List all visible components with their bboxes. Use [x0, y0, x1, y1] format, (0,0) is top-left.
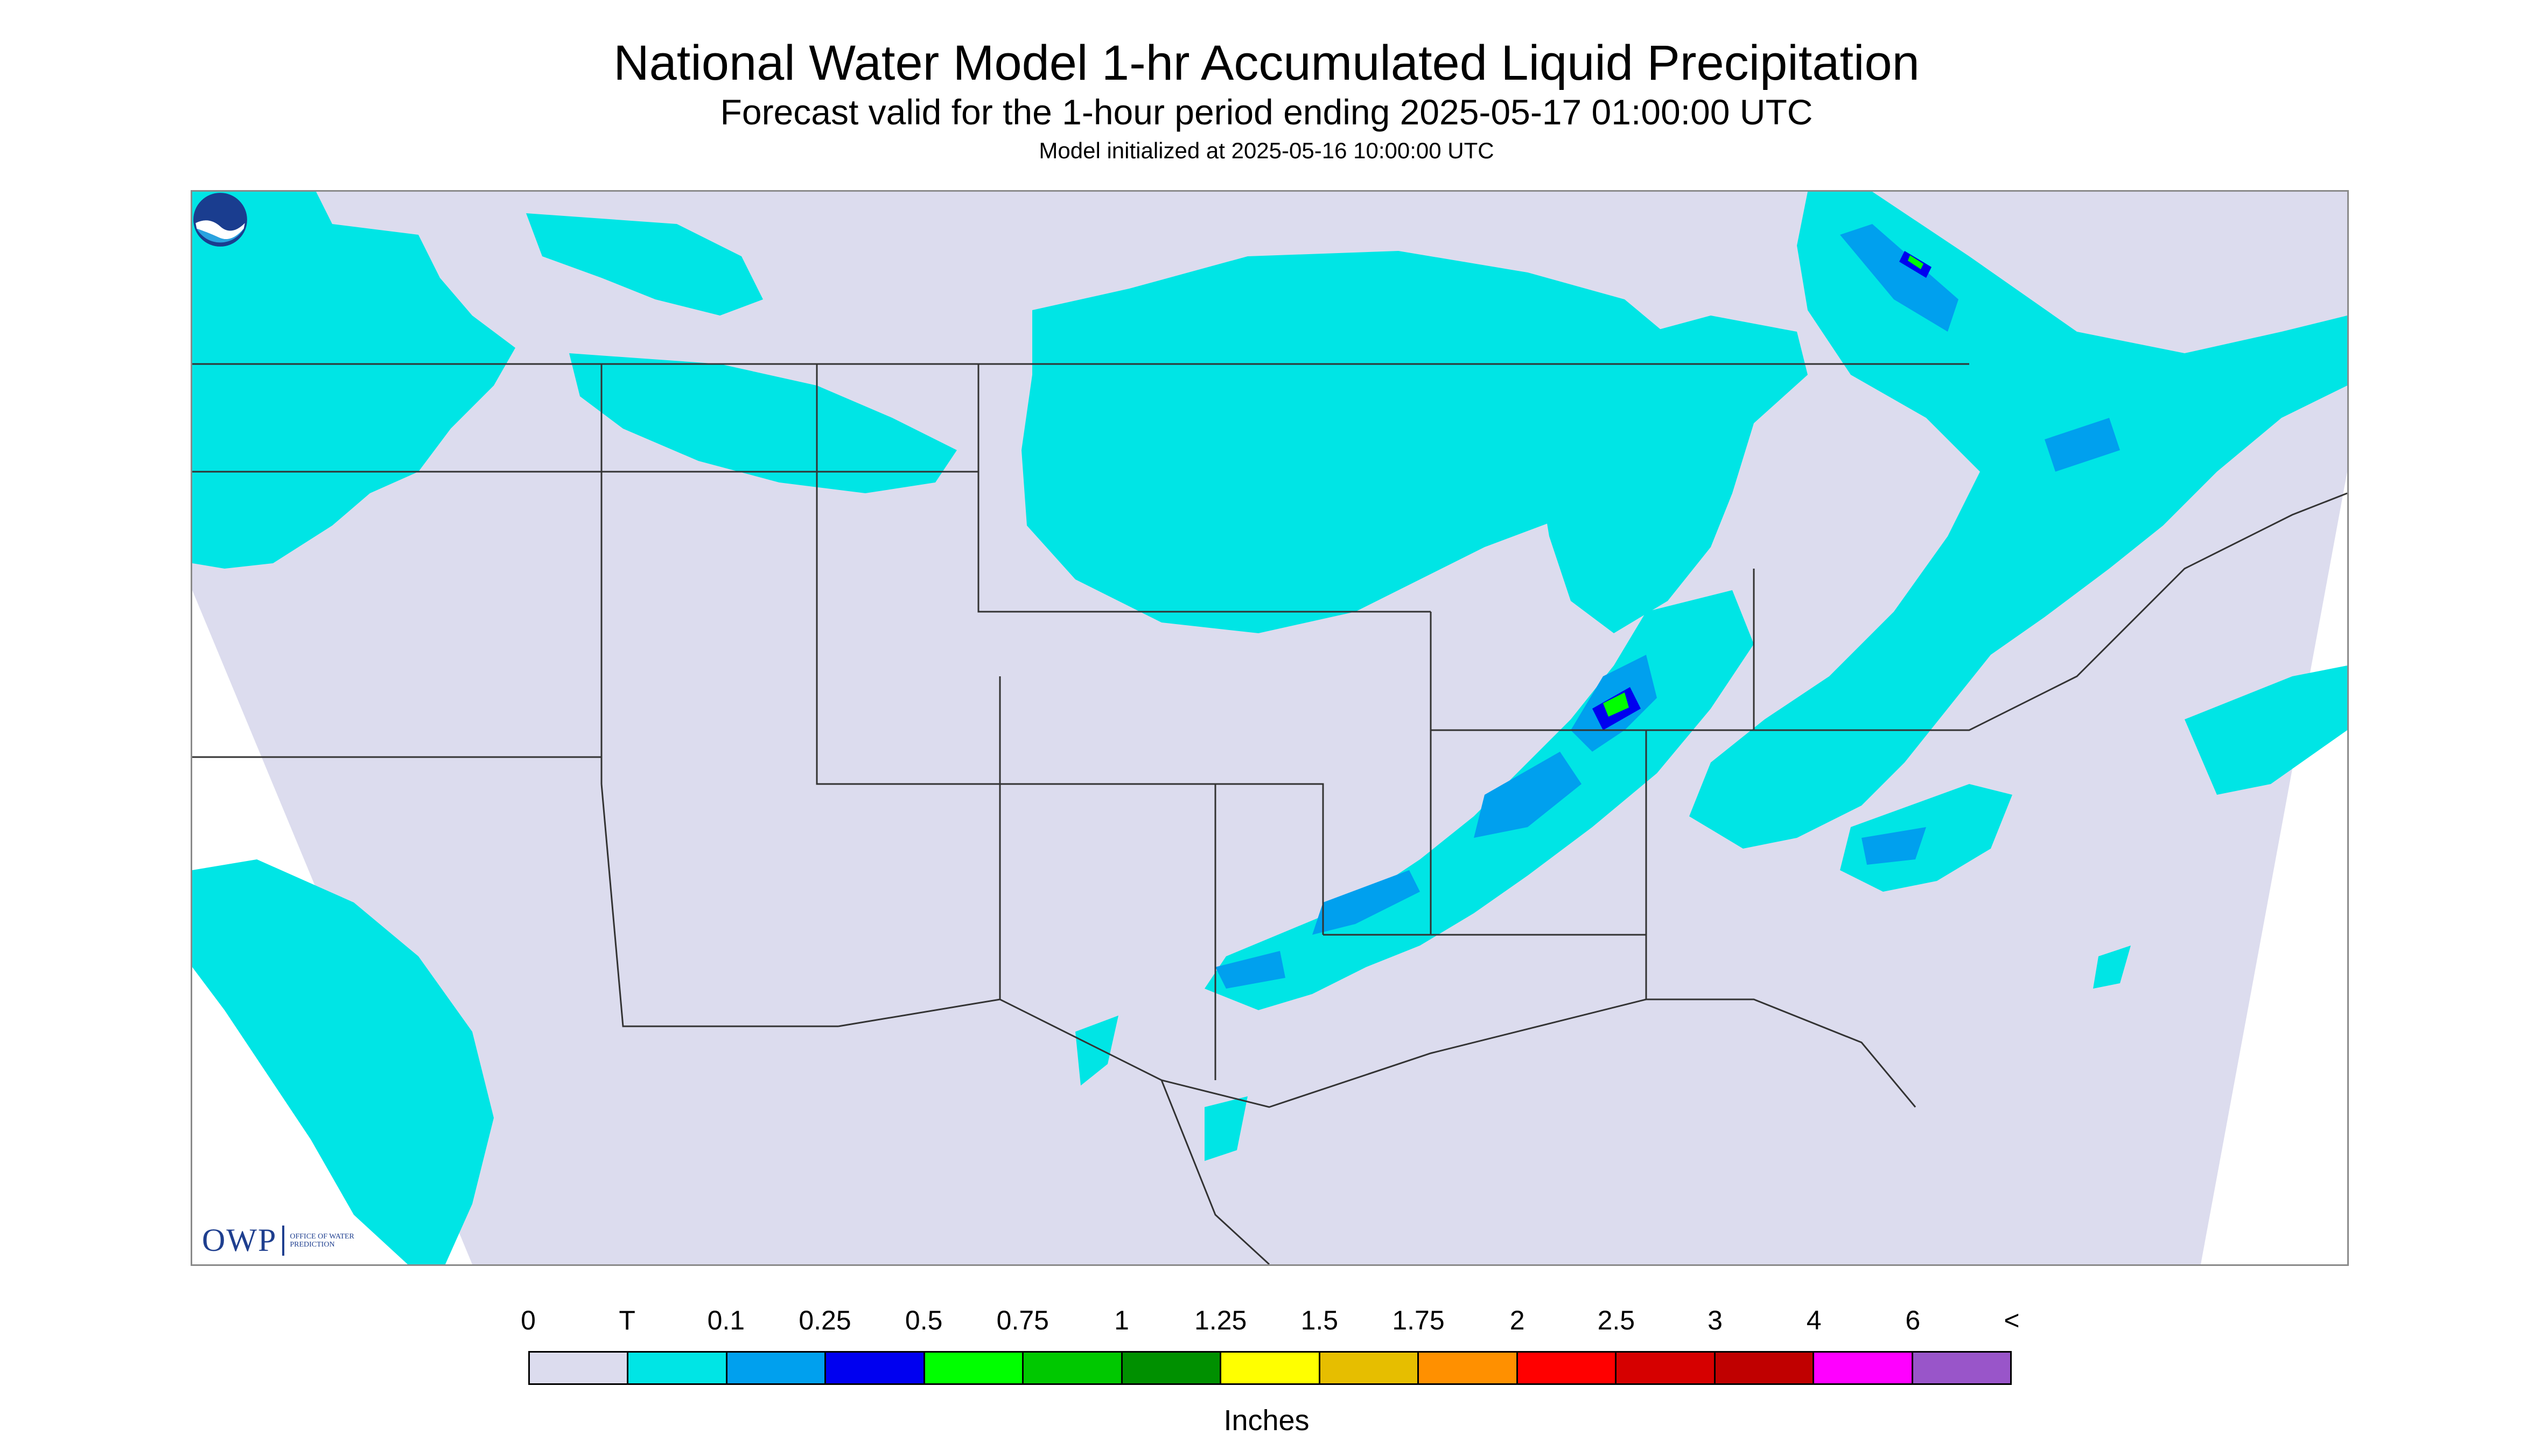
- owp-logo: OWP OFFICE OF WATER PREDICTION: [202, 1222, 354, 1259]
- legend-tick-label: 0.5: [905, 1305, 943, 1335]
- legend-tick-label: T: [619, 1305, 635, 1335]
- precip-map: [192, 192, 2347, 1264]
- moderate-precip-areas: [1592, 251, 1932, 730]
- precip-legend: 0 T 0.1 0.25 0.5 0.75 1 1.25 1.5 1.75 2 2.5 3 4 6 <: [521, 1304, 2020, 1385]
- legend-color-box: [1913, 1353, 2011, 1383]
- legend-tick-label: 4: [1806, 1305, 1822, 1335]
- legend-color-box: [1221, 1353, 1320, 1383]
- map-title: National Water Model 1-hr Accumulated Li…: [613, 36, 1920, 90]
- legend-color-box: [1715, 1353, 1815, 1383]
- legend-color-box: [1419, 1353, 1518, 1383]
- legend-tick-label: 3: [1708, 1305, 1723, 1335]
- map-subtitle: Forecast valid for the 1-hour period end…: [720, 92, 1813, 132]
- legend-color-box: [530, 1353, 629, 1383]
- legend-tick-label: 2: [1509, 1305, 1525, 1335]
- trace-precip-areas: [192, 192, 2347, 1264]
- legend-tick-label: 1.5: [1300, 1305, 1339, 1335]
- legend-labels: 0 T 0.1 0.25 0.5 0.75 1 1.25 1.5 1.75 2 2.5 3 4 6 <: [521, 1304, 2020, 1342]
- legend-color-box: [1024, 1353, 1123, 1383]
- legend-tick-label: 0.1: [707, 1305, 745, 1335]
- legend-tick-label: 2.5: [1597, 1305, 1635, 1335]
- legend-color-box: [1122, 1353, 1222, 1383]
- legend-tick-label: 1.25: [1194, 1305, 1247, 1335]
- legend-tick-label: <: [2004, 1305, 2020, 1335]
- legend-color-box: [925, 1353, 1024, 1383]
- legend-color-box: [1814, 1353, 1913, 1383]
- noaa-logo-icon: [193, 193, 247, 247]
- legend-colorbar: [528, 1351, 2012, 1385]
- legend-units: Inches: [1223, 1404, 1310, 1437]
- map-panel: OWP OFFICE OF WATER PREDICTION: [191, 190, 2349, 1266]
- legend-tick-label: 0: [521, 1305, 536, 1335]
- legend-tick-label: 0.25: [799, 1305, 851, 1335]
- owp-mark: OWP: [202, 1222, 277, 1258]
- political-boundaries: [192, 363, 2347, 1264]
- owp-text: OFFICE OF WATER PREDICTION: [290, 1232, 354, 1249]
- owp-divider: [282, 1225, 285, 1256]
- legend-color-box: [1320, 1353, 1419, 1383]
- legend-tick-label: 1.75: [1392, 1305, 1445, 1335]
- legend-tick-label: 6: [1905, 1305, 1921, 1335]
- legend-color-box: [1517, 1353, 1617, 1383]
- model-init-time: Model initialized at 2025-05-16 10:00:00…: [1039, 138, 1494, 163]
- legend-tick-label: 0.75: [996, 1305, 1049, 1335]
- legend-color-box: [727, 1353, 827, 1383]
- legend-color-box: [1617, 1353, 1716, 1383]
- legend-color-box: [628, 1353, 727, 1383]
- legend-color-box: [826, 1353, 925, 1383]
- legend-tick-label: 1: [1114, 1305, 1129, 1335]
